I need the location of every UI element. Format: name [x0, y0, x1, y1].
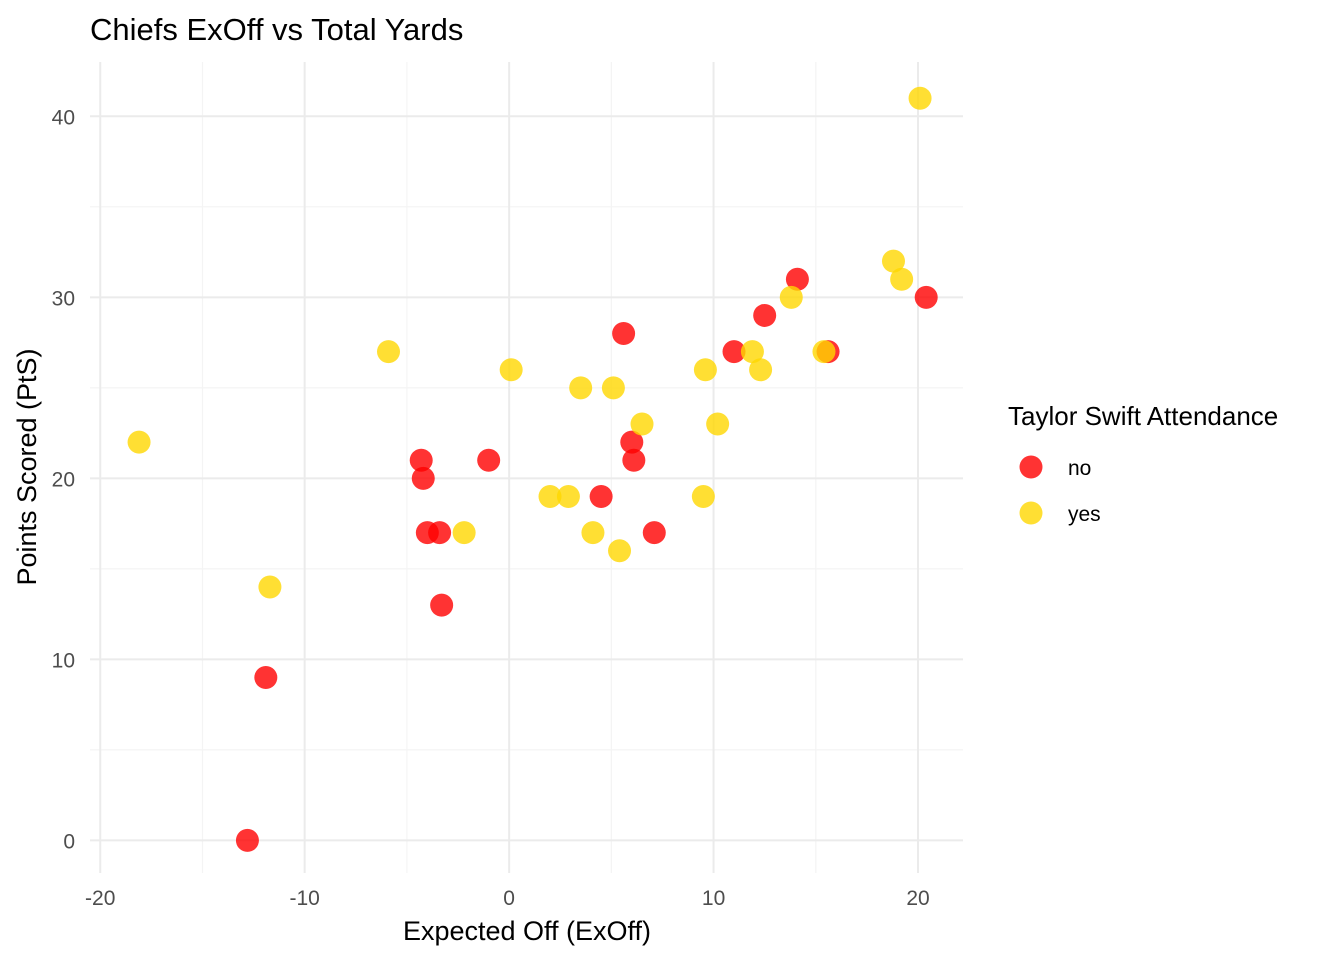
y-tick-label: 40: [52, 106, 75, 129]
data-point-yes: [881, 249, 905, 273]
data-points: [127, 86, 938, 852]
data-point-yes: [569, 376, 593, 400]
data-point-yes: [601, 376, 625, 400]
legend-label-yes: yes: [1068, 503, 1101, 526]
legend-label-no: no: [1068, 457, 1091, 480]
x-tick-label: -20: [85, 887, 115, 910]
legend-title: Taylor Swift Attendance: [1008, 401, 1278, 431]
data-point-yes: [556, 484, 580, 508]
data-point-no: [589, 484, 613, 508]
y-axis-title: Points Scored (PtS): [12, 348, 42, 585]
chart-title: Chiefs ExOff vs Total Yards: [90, 12, 463, 47]
x-tick-label: -10: [289, 887, 319, 910]
data-point-yes: [538, 484, 562, 508]
data-point-yes: [908, 86, 932, 110]
data-point-no: [254, 665, 278, 689]
data-point-yes: [127, 430, 151, 454]
data-point-no: [722, 340, 746, 364]
x-tick-label: 20: [906, 887, 929, 910]
data-point-no: [612, 322, 636, 346]
legend-key-no: [1019, 455, 1043, 479]
x-axis-title: Expected Off (ExOff): [403, 916, 651, 946]
y-tick-label: 10: [52, 649, 75, 672]
x-tick-label: 0: [503, 887, 515, 910]
y-tick-label: 20: [52, 468, 75, 491]
x-tick-label: 10: [702, 887, 725, 910]
legend-key-yes: [1019, 501, 1043, 525]
data-point-no: [409, 448, 433, 472]
data-point-yes: [376, 340, 400, 364]
y-tick-label: 0: [63, 830, 75, 853]
data-point-yes: [740, 340, 764, 364]
data-point-yes: [779, 285, 803, 309]
data-point-yes: [749, 358, 773, 382]
data-point-yes: [630, 412, 654, 436]
data-point-no: [914, 285, 938, 309]
data-point-no: [785, 267, 809, 291]
data-point-no: [430, 593, 454, 617]
data-point-yes: [452, 521, 476, 545]
data-point-no: [622, 448, 646, 472]
data-point-yes: [499, 358, 523, 382]
data-point-no: [235, 828, 259, 852]
data-point-no: [411, 466, 435, 490]
grid: [90, 62, 963, 873]
data-point-yes: [812, 340, 836, 364]
data-point-no: [642, 521, 666, 545]
data-point-yes: [693, 358, 717, 382]
data-point-yes: [706, 412, 730, 436]
tick-labels: -20 -10 0 10 20 0 10 20 30 40: [52, 106, 930, 910]
data-point-no: [753, 303, 777, 327]
legend: Taylor Swift Attendance no yes: [1008, 401, 1278, 526]
data-point-no: [477, 448, 501, 472]
data-point-yes: [691, 484, 715, 508]
data-point-no: [620, 430, 644, 454]
data-point-yes: [608, 539, 632, 563]
data-point-yes: [581, 521, 605, 545]
y-tick-label: 30: [52, 287, 75, 310]
data-point-yes: [258, 575, 282, 599]
data-point-no: [428, 521, 452, 545]
data-point-yes: [890, 267, 914, 291]
